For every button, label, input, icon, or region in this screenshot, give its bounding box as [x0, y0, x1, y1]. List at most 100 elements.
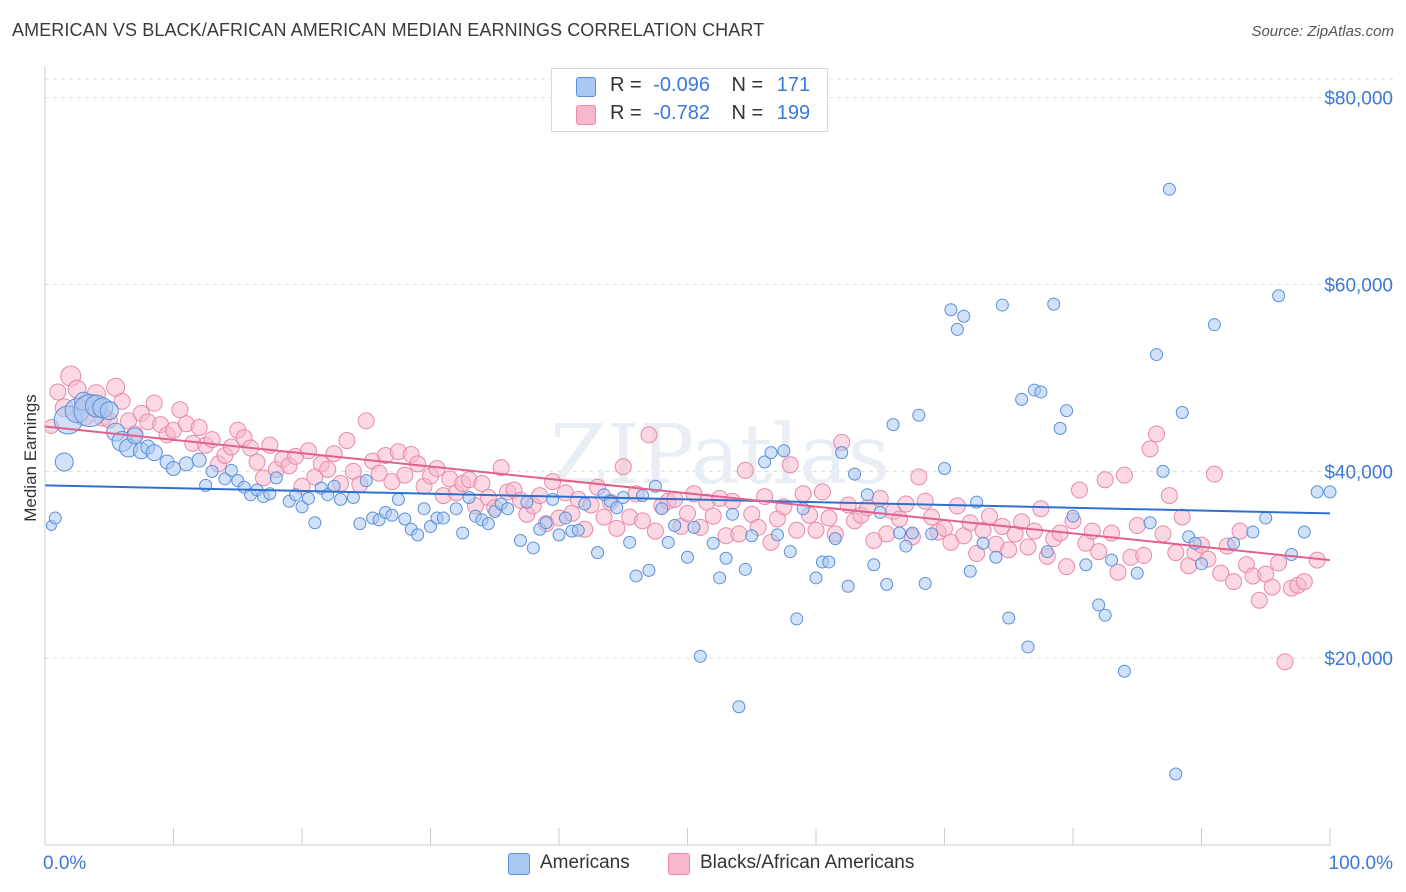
point-blacks-african-americans: [595, 508, 613, 526]
point-americans: [48, 511, 62, 525]
point-americans: [989, 550, 1003, 564]
point-americans: [513, 533, 527, 547]
series-legend: Americans Blacks/African Americans: [0, 852, 1406, 876]
point-americans: [1105, 553, 1119, 567]
point-americans: [706, 536, 720, 550]
y-axis-label: Median Earnings: [21, 394, 40, 522]
point-blacks-african-americans: [1231, 522, 1249, 540]
point-blacks-african-americans: [1115, 466, 1133, 484]
r-label: R =: [610, 102, 642, 124]
n-value: 199: [776, 102, 811, 124]
point-americans: [860, 488, 874, 502]
n-value: 171: [776, 74, 811, 96]
point-americans: [1040, 545, 1054, 559]
point-blacks-african-americans: [299, 442, 317, 460]
point-americans: [783, 545, 797, 559]
x-tick-label: 100.0%: [1329, 853, 1394, 874]
point-americans: [1060, 404, 1074, 418]
point-americans: [1156, 464, 1170, 478]
point-blacks-african-americans: [968, 545, 986, 563]
trend-line-americans: [44, 484, 1331, 515]
point-americans: [623, 535, 637, 549]
n-label: N =: [731, 74, 764, 96]
point-americans: [1047, 297, 1061, 311]
point-americans: [995, 298, 1009, 312]
point-americans: [385, 508, 399, 522]
point-americans: [456, 526, 470, 540]
point-americans: [725, 507, 739, 521]
point-americans: [661, 535, 675, 549]
point-americans: [950, 322, 964, 336]
axes: [44, 66, 1331, 846]
point-americans: [1098, 608, 1112, 622]
point-americans: [449, 502, 463, 516]
point-blacks-african-americans: [1000, 541, 1018, 559]
point-americans: [809, 571, 823, 585]
swatch-americans: [576, 77, 596, 97]
point-blacks-african-americans: [248, 453, 266, 471]
y-tick-label: $40,000: [1324, 462, 1393, 483]
y-tick-label: $80,000: [1324, 89, 1393, 110]
point-blacks-african-americans: [325, 445, 343, 463]
point-americans: [963, 564, 977, 578]
point-blacks-african-americans: [679, 504, 696, 522]
point-americans: [1150, 348, 1164, 362]
point-blacks-african-americans: [1160, 487, 1178, 505]
point-americans: [1297, 525, 1311, 539]
point-americans: [398, 512, 412, 526]
point-americans: [578, 497, 592, 511]
series-americans: [45, 182, 1337, 781]
n-label: N =: [731, 102, 764, 124]
point-blacks-african-americans: [49, 383, 67, 401]
point-americans: [145, 444, 163, 462]
point-blacks-african-americans: [1154, 525, 1172, 543]
point-blacks-african-americans: [781, 456, 799, 474]
point-americans: [334, 492, 348, 506]
point-blacks-african-americans: [1225, 573, 1243, 591]
point-americans: [411, 528, 425, 542]
point-blacks-african-americans: [640, 426, 658, 444]
swatch-blacks: [576, 105, 596, 125]
point-blacks-african-americans: [704, 507, 722, 525]
point-americans: [301, 491, 315, 505]
point-americans: [417, 502, 431, 516]
point-americans: [899, 539, 913, 553]
point-americans: [1015, 392, 1029, 406]
point-americans: [308, 516, 322, 530]
point-blacks-african-americans: [891, 510, 909, 528]
point-blacks-african-americans: [916, 492, 934, 510]
point-americans: [764, 446, 778, 460]
legend-label-americans: Americans: [540, 852, 630, 873]
point-blacks-african-americans: [357, 412, 375, 430]
point-blacks-african-americans: [807, 521, 825, 539]
point-americans: [269, 471, 283, 485]
point-blacks-african-americans: [980, 507, 998, 525]
point-americans: [668, 519, 682, 533]
point-americans: [655, 502, 669, 516]
point-americans: [841, 579, 855, 593]
point-americans: [790, 612, 804, 626]
point-blacks-african-americans: [1096, 471, 1114, 489]
point-blacks-african-americans: [788, 521, 806, 539]
point-americans: [178, 456, 194, 472]
point-americans: [1162, 182, 1176, 196]
point-americans: [359, 474, 373, 488]
y-tick-label: $60,000: [1324, 276, 1393, 297]
point-americans: [1066, 509, 1080, 523]
point-americans: [1079, 558, 1093, 572]
swatch-blacks: [668, 853, 690, 875]
point-americans: [224, 463, 238, 477]
point-americans: [893, 526, 907, 540]
point-americans: [1175, 405, 1189, 419]
x-tick-labels: 0.0% 100.0%: [43, 853, 1393, 874]
point-blacks-african-americans: [820, 509, 838, 527]
point-blacks-african-americans: [544, 473, 562, 491]
point-blacks-african-americans: [1135, 546, 1153, 564]
point-americans: [738, 562, 752, 576]
point-blacks-african-americans: [338, 432, 356, 450]
point-blacks-african-americans: [608, 519, 626, 537]
point-americans: [918, 576, 932, 590]
point-blacks-african-americans: [1128, 517, 1146, 535]
point-blacks-african-americans: [794, 485, 812, 503]
